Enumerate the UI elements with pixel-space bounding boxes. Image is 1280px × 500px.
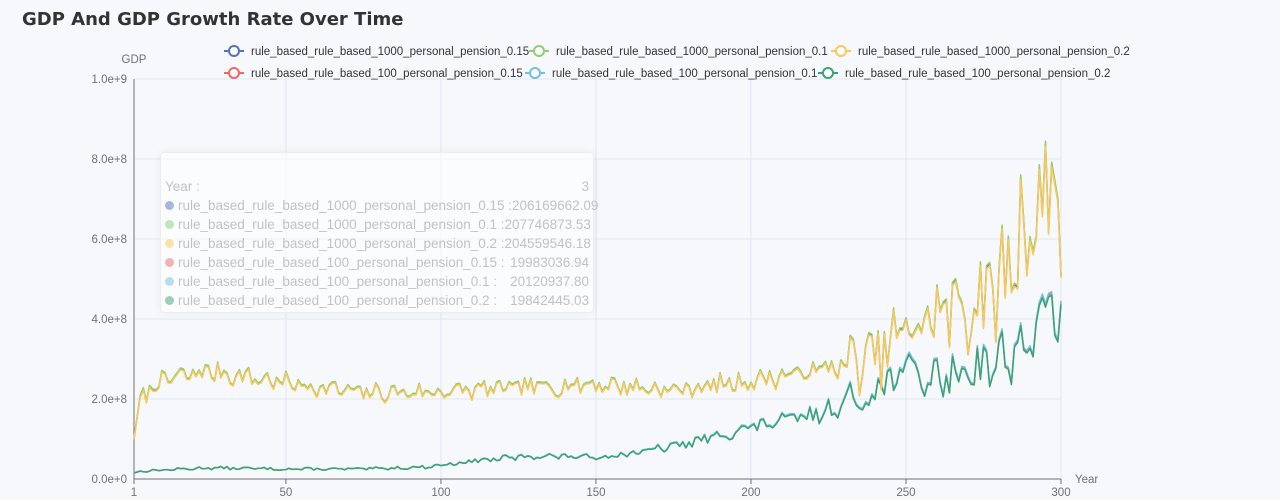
tooltip-series-dot [165, 277, 174, 286]
y-tick-label: 1.0e+9 [92, 74, 128, 86]
legend-item[interactable]: rule_based_rule_based_100_personal_pensi… [224, 67, 523, 80]
series-line [133, 292, 1062, 474]
tooltip-row: rule_based_rule_based_100_personal_pensi… [165, 253, 589, 272]
legend-circle-icon [228, 45, 240, 57]
chart-title: GDP And GDP Growth Rate Over Time [22, 9, 404, 30]
legend-item[interactable]: rule_based_rule_based_100_personal_pensi… [525, 67, 817, 80]
tooltip-row: rule_based_rule_based_100_personal_pensi… [165, 291, 589, 310]
tooltip-series-dot [165, 258, 174, 267]
y-tick-label: 8.0e+8 [92, 154, 128, 166]
tooltip-series-name: rule_based_rule_based_100_personal_pensi… [178, 274, 498, 289]
y-tick-label: 2.0e+8 [92, 394, 128, 406]
legend-label: rule_based_rule_based_100_personal_pensi… [845, 68, 1110, 80]
tooltip-series-dot [165, 201, 174, 210]
tooltip-series-name: rule_based_rule_based_100_personal_pensi… [178, 293, 498, 308]
x-tick-label: 200 [741, 487, 760, 499]
tooltip-series-dot [165, 220, 174, 229]
tooltip-series-value: 207746873.53 [504, 217, 591, 232]
y-axis-label: GDP [122, 54, 147, 66]
tooltip-row: rule_based_rule_based_100_personal_pensi… [165, 272, 589, 291]
legend-item[interactable]: rule_based_rule_based_1000_personal_pens… [529, 45, 828, 58]
legend-circle-icon [529, 67, 541, 79]
x-tick-label: 250 [896, 487, 915, 499]
legend-label: rule_based_rule_based_100_personal_pensi… [552, 68, 817, 80]
series-line [133, 294, 1062, 474]
x-tick-label: 100 [431, 487, 450, 499]
tooltip-row: rule_based_rule_based_1000_personal_pens… [165, 215, 591, 234]
tooltip-series-name: rule_based_rule_based_100_personal_pensi… [178, 255, 505, 270]
series-line [133, 145, 1062, 440]
y-tick-label: 6.0e+8 [92, 234, 128, 246]
axes: 0.0e+02.0e+84.0e+86.0e+88.0e+81.0e+91 50 1… [92, 74, 1071, 499]
legend-label: rule_based_rule_based_100_personal_pensi… [251, 68, 523, 80]
tooltip-series-value: 19842445.03 [510, 293, 589, 308]
legend-circle-icon [835, 45, 847, 57]
x-tick-label: 50 [280, 487, 293, 499]
legend[interactable]: rule_based_rule_based_1000_personal_pens… [224, 45, 1130, 80]
tooltip-row: rule_based_rule_based_1000_personal_pens… [165, 196, 598, 215]
tooltip-series-name: rule_based_rule_based_1000_personal_pens… [178, 217, 505, 232]
legend-item[interactable]: rule_based_rule_based_1000_personal_pens… [831, 45, 1130, 58]
tooltip-header-value: 3 [581, 179, 589, 194]
legend-item[interactable]: rule_based_rule_based_1000_personal_pens… [224, 45, 529, 58]
tooltip-series-name: rule_based_rule_based_1000_personal_pens… [178, 198, 513, 213]
grid-lines [134, 78, 1062, 479]
tooltip-header-label: Year : [165, 179, 200, 194]
legend-label: rule_based_rule_based_1000_personal_pens… [251, 46, 529, 58]
tooltip-series-value: 204559546.18 [504, 236, 591, 251]
legend-label: rule_based_rule_based_1000_personal_pens… [858, 46, 1130, 58]
x-tick-label: 1 [131, 487, 137, 499]
legend-circle-icon [533, 45, 545, 57]
tooltip-series-value: 20120937.80 [510, 274, 589, 289]
legend-label: rule_based_rule_based_1000_personal_pens… [556, 46, 828, 58]
x-axis-label: Year [1075, 474, 1098, 486]
y-tick-label: 4.0e+8 [92, 314, 128, 326]
tooltip-series-value: 19983036.94 [510, 255, 589, 270]
tooltip-series-dot [165, 239, 174, 248]
tooltip: Year : 3 rule_based_rule_based_1000_pers… [160, 152, 598, 313]
legend-circle-icon [228, 67, 240, 79]
x-tick-label: 150 [586, 487, 605, 499]
legend-circle-icon [822, 67, 834, 79]
y-tick-label: 0.0e+0 [92, 474, 128, 486]
x-tick-label: 300 [1051, 487, 1070, 499]
tooltip-series-dot [165, 296, 174, 305]
series-lines [133, 140, 1062, 474]
tooltip-row: rule_based_rule_based_1000_personal_pens… [165, 234, 591, 253]
legend-item[interactable]: rule_based_rule_based_100_personal_pensi… [818, 67, 1110, 80]
tooltip-header: Year : 3 [165, 177, 589, 196]
tooltip-series-name: rule_based_rule_based_1000_personal_pens… [178, 236, 505, 251]
tooltip-series-value: 206169662.09 [512, 198, 599, 213]
